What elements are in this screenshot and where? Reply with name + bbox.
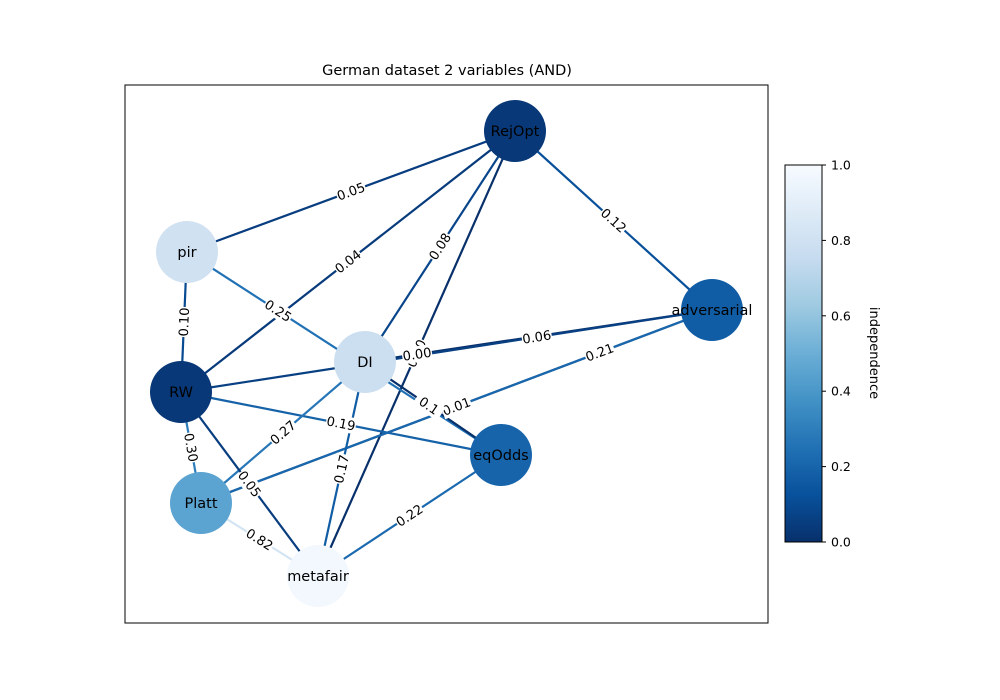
node-eqOdds <box>470 424 532 486</box>
colorbar-gradient <box>784 164 823 543</box>
node-label-Platt: Platt <box>184 496 217 512</box>
colorbar-tick-label: 0.6 <box>831 308 851 323</box>
edge-weight-label: 0.10 <box>177 307 193 337</box>
figure-title: German dataset 2 variables (AND) <box>322 63 572 79</box>
edge-label-background <box>597 204 630 237</box>
edge-weight-label: 0.19 <box>325 414 356 434</box>
edge-RW-adversarial <box>180 308 713 394</box>
node-RW <box>150 361 212 423</box>
edge-label-background <box>261 296 296 326</box>
node-metafair <box>287 545 349 607</box>
edge-label-RW-Platt: 0.30 <box>180 431 202 464</box>
edge-label-pir-RW: 0.10 <box>175 306 193 338</box>
edge-label-background <box>520 326 553 348</box>
edge-weight-label: 0.05 <box>335 180 367 204</box>
edge-label-RW-adversarial: 0.06 <box>520 326 553 348</box>
edge-label-background <box>412 390 446 421</box>
colorbar-tick-label: 0.4 <box>831 384 851 399</box>
edge-label-RejOpt-RW: 0.04 <box>331 245 365 278</box>
node-label-RejOpt: RejOpt <box>491 124 540 140</box>
edge-label-background <box>180 431 202 464</box>
node-pir <box>156 221 218 283</box>
edge-label-RejOpt-DI: 0.08 <box>425 229 455 264</box>
node-label-adversarial: adversarial <box>672 303 753 319</box>
edge-label-background <box>392 500 427 531</box>
node-label-RW: RW <box>169 385 193 401</box>
node-DI <box>334 331 396 393</box>
edge-label-background <box>234 467 265 501</box>
node-layer: RejOpt pir adversarial DI RW eqOdds Platt metaf… <box>150 100 752 607</box>
colorbar-tick-label: 0.0 <box>831 535 851 550</box>
node-label-eqOdds: eqOdds <box>473 448 529 464</box>
plot-frame <box>124 84 769 624</box>
node-Platt <box>170 472 232 534</box>
edge-label-adversarial-Platt: 0.21 <box>582 339 617 366</box>
edge-label-RW-eqOdds: 0.19 <box>324 412 358 435</box>
edge-label-background <box>331 245 365 278</box>
edge-label-background <box>401 344 434 365</box>
colorbar-label: independence <box>866 307 881 399</box>
edge-label-background <box>266 416 300 449</box>
node-label-metafair: metafair <box>287 569 349 585</box>
edge-layer <box>179 129 713 577</box>
edge-weight-label: 0.12 <box>597 206 629 237</box>
edge-label-background <box>242 524 277 555</box>
edge-weight-label: 0.06 <box>521 328 552 347</box>
edge-label-pir-eqOdds: 0.25 <box>261 296 296 326</box>
edge-weight-label: 0.00 <box>402 346 433 365</box>
edge-label-Platt-adversarial: 0.01 <box>439 393 474 420</box>
edge-label-background <box>175 306 193 338</box>
edge-label-eqOdds-metafair: 0.22 <box>392 500 427 531</box>
edge-label-background <box>425 229 455 264</box>
edge-label-background <box>334 178 368 205</box>
node-RejOpt <box>484 100 546 162</box>
edge-weight-label: 0.17 <box>332 453 353 484</box>
node-label-DI: DI <box>357 355 372 371</box>
edge-label-background <box>439 393 474 420</box>
edge-label-DI-adversarial: 0.00 <box>401 344 434 365</box>
colorbar-tick-label: 0.2 <box>831 459 851 474</box>
edge-label-background <box>582 339 617 366</box>
colorbar-tick-label: 1.0 <box>831 158 851 173</box>
colorbar-ticks: 0.0 0.2 0.4 0.6 0.8 1.0 <box>822 158 851 550</box>
edge-weight-label: 0.21 <box>584 341 616 365</box>
edge-label-background <box>330 452 353 486</box>
edge-label-DI-metafair: 0.17 <box>330 452 353 486</box>
node-adversarial <box>681 279 743 341</box>
edge-label-background <box>324 412 358 435</box>
colorbar: 0.0 0.2 0.4 0.6 0.8 1.0 independence <box>784 158 881 550</box>
edge-label-Platt-metafair: 0.82 <box>242 524 277 555</box>
colorbar-tick-label: 0.8 <box>831 233 851 248</box>
node-label-pir: pir <box>177 245 196 261</box>
edge-label-RejOpt-pir: 0.05 <box>334 178 368 205</box>
edge-weight-label: 0.30 <box>180 432 200 463</box>
